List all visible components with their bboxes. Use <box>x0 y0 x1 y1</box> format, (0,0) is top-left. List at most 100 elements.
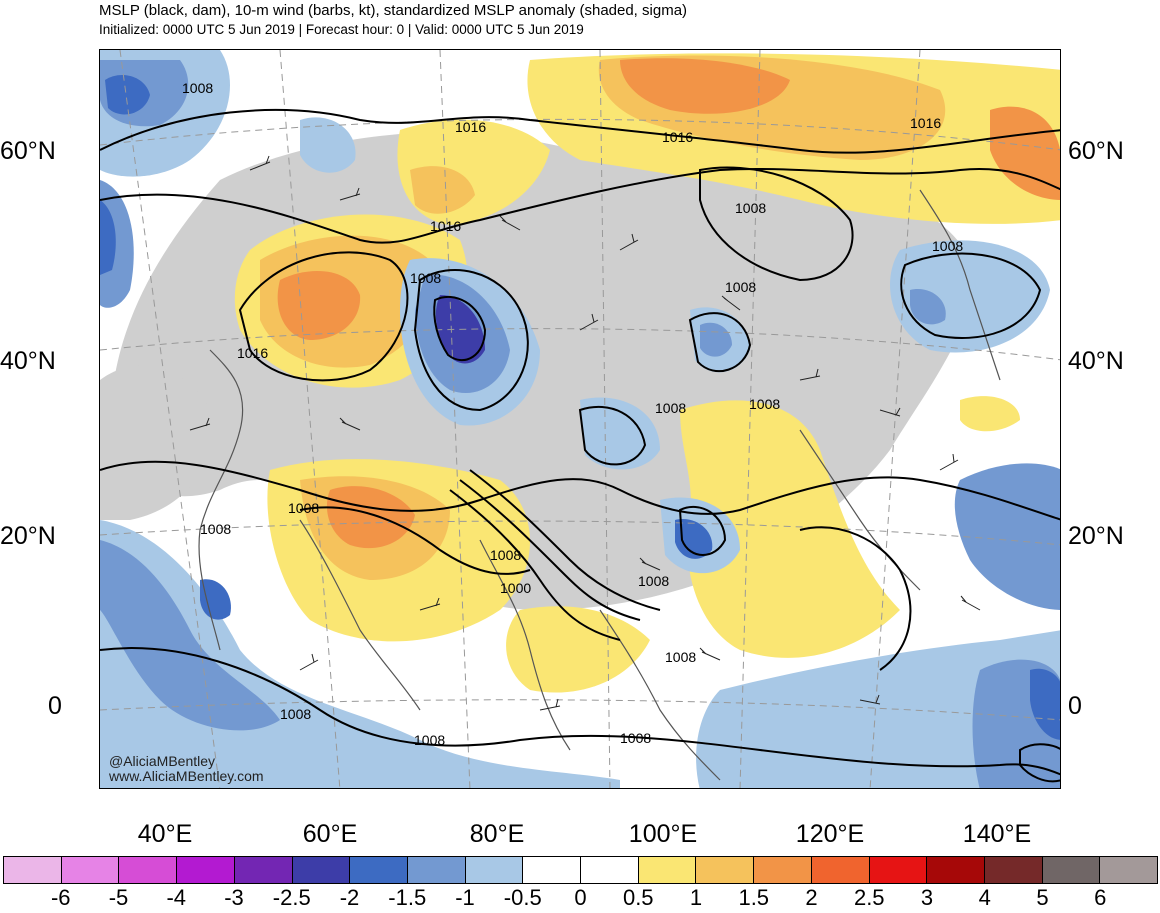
positive-anomaly-region <box>620 58 790 114</box>
isobar-label: 1016 <box>237 345 268 361</box>
colorbar-tick-label: -3 <box>224 885 244 910</box>
colorbar-box <box>234 857 293 883</box>
colorbar-box <box>811 857 870 883</box>
positive-anomaly-region <box>326 486 415 549</box>
colorbar-tick-label: 0.5 <box>622 885 654 910</box>
colorbar-box <box>177 857 235 883</box>
neutral-anomaly-region <box>100 365 212 520</box>
lon-label: 40°E <box>137 820 193 848</box>
negative-anomaly-region <box>696 630 1060 788</box>
colorbar-tick-label: 2.5 <box>853 885 885 910</box>
lat-label-left: 0 <box>48 692 62 720</box>
negative-anomaly-region <box>100 540 280 731</box>
credit-handle: @AliciaMBentley <box>109 753 216 769</box>
credit-site: www.AliciaMBentley.com <box>109 768 264 784</box>
positive-anomaly-region <box>990 106 1060 200</box>
colorbar-box <box>350 857 408 883</box>
positive-anomaly-region <box>680 400 900 658</box>
colorbar-box <box>984 857 1043 883</box>
isobar-label: 1008 <box>655 400 686 416</box>
map-subtitle: Initialized: 0000 UTC 5 Jun 2019 | Forec… <box>99 22 584 37</box>
lat-label-right: 20°N <box>1068 522 1124 550</box>
negative-anomaly-region <box>300 117 356 173</box>
isobars <box>100 109 1060 783</box>
colorbar-box <box>292 857 351 883</box>
positive-anomaly-region <box>410 166 475 214</box>
lon-label: 80°E <box>469 820 525 848</box>
colorbar-tick-label: -1.5 <box>388 885 427 910</box>
colorbar-tick-label: -2.5 <box>272 885 311 910</box>
graticule <box>100 50 1060 788</box>
positive-anomaly-region <box>960 396 1020 432</box>
colorbar-box <box>61 857 120 883</box>
colorbar-tick-label: 2 <box>805 885 818 910</box>
isobar-label: 1016 <box>430 218 461 234</box>
lon-label: 140°E <box>962 820 1032 848</box>
negative-anomaly-region <box>954 463 1060 610</box>
negative-anomaly-region <box>100 200 116 275</box>
colorbar-box <box>696 857 755 883</box>
colorbar-box <box>523 857 582 883</box>
lat-label-left: 60°N <box>0 137 56 165</box>
negative-anomaly-region <box>580 397 660 470</box>
colorbar-tick-label: -1 <box>455 885 475 910</box>
isobar-label: 1008 <box>932 238 963 254</box>
colorbar-tick-label: 0 <box>574 885 587 910</box>
map-title: MSLP (black, dam), 10-m wind (barbs, kt)… <box>99 2 688 19</box>
anomaly-colorbar <box>3 856 1158 884</box>
isobar-label: 1008 <box>749 396 780 412</box>
isobar-label: 1008 <box>280 706 311 722</box>
colorbar-tick-label: -6 <box>50 885 71 910</box>
isobar-label: 1008 <box>182 80 213 96</box>
isobar-label: 1008 <box>735 200 766 216</box>
colorbar-box <box>638 857 697 883</box>
lon-label: 100°E <box>628 820 698 848</box>
colorbar-tick-label: -0.5 <box>503 885 542 910</box>
negative-anomaly-region <box>890 240 1050 353</box>
isobar-label: 1008 <box>620 730 651 746</box>
positive-anomaly-region <box>277 271 361 340</box>
colorbar-box <box>754 857 812 883</box>
negative-anomaly-region <box>675 519 713 559</box>
isobar-label: 1008 <box>200 521 231 537</box>
negative-anomaly-region <box>910 289 946 325</box>
lon-label: 60°E <box>302 820 358 848</box>
colorbar-box <box>4 857 62 883</box>
lat-label-right: 40°N <box>1068 347 1124 375</box>
colorbar-tick-label: -2 <box>339 885 360 910</box>
colorbar-tick-label: 4 <box>978 885 991 910</box>
isobar-label: 1008 <box>414 732 445 748</box>
colorbar-tick-label: 1 <box>689 885 703 910</box>
colorbar-box <box>1100 857 1158 883</box>
colorbar-box <box>1042 857 1101 883</box>
colorbar-tick-label: 5 <box>1036 885 1049 910</box>
isobar-label: 1008 <box>638 573 669 589</box>
isobar-label: 1008 <box>725 279 756 295</box>
lon-label: 120°E <box>795 820 865 848</box>
lat-label-right: 60°N <box>1068 137 1124 165</box>
colorbar-box <box>581 857 639 883</box>
negative-anomaly-region <box>105 75 150 115</box>
isobar-label-group: 1008 1016 1016 1016 1016 1008 1008 1008 … <box>182 80 963 748</box>
colorbar-box <box>407 857 466 883</box>
isobar-label: 1008 <box>665 649 696 665</box>
colorbar-box <box>927 857 985 883</box>
colorbar-box <box>119 857 178 883</box>
negative-anomaly-region <box>1030 668 1060 740</box>
positive-anomaly-region <box>506 606 650 693</box>
lat-label-left: 20°N <box>0 522 56 550</box>
isobar-label: 1016 <box>662 129 693 145</box>
isobar-label: 1008 <box>490 547 521 563</box>
isobar-label: 1008 <box>410 270 441 286</box>
isobar-label: 1000 <box>500 580 531 596</box>
isobar-label: 1008 <box>288 500 319 516</box>
isobar-label: 1016 <box>910 115 941 131</box>
weather-map: 1008 1016 1016 1016 1016 1008 1008 1008 … <box>100 50 1060 788</box>
colorbar-box <box>869 857 928 883</box>
lat-label-left: 40°N <box>0 347 56 375</box>
negative-anomaly-region <box>700 322 732 357</box>
lat-label-right: 0 <box>1068 692 1082 720</box>
colorbar-tick-label: -4 <box>166 885 187 910</box>
wind-barbs <box>189 155 981 711</box>
colorbar-tick-label: -5 <box>108 885 129 910</box>
